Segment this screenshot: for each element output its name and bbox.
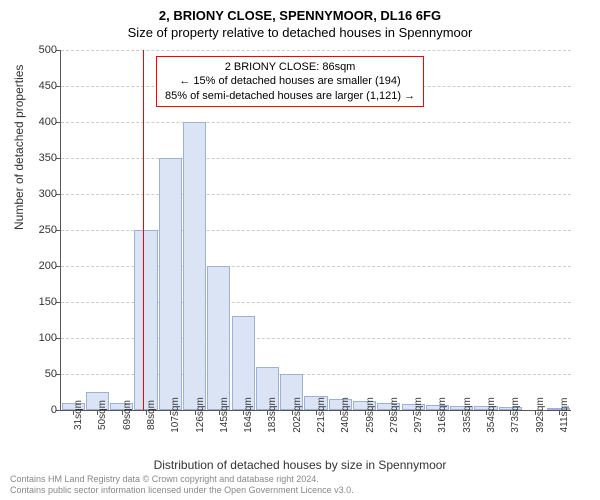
gridline	[61, 194, 571, 195]
xtick-label: 411sqm	[559, 398, 570, 433]
footnote-line-2: Contains public sector information licen…	[10, 485, 354, 496]
address-title: 2, BRIONY CLOSE, SPENNYMOOR, DL16 6FG	[0, 0, 600, 23]
xtick-label: 145sqm	[219, 397, 230, 433]
xtick-label: 316sqm	[437, 397, 448, 433]
ytick-label: 400	[17, 116, 57, 128]
xtick-label: 297sqm	[413, 397, 424, 433]
ytick-label: 100	[17, 332, 57, 344]
xtick-label: 164sqm	[243, 397, 254, 433]
xtick-label: 126sqm	[195, 397, 206, 433]
xtick-label: 107sqm	[170, 397, 181, 433]
xtick-label: 50sqm	[97, 400, 108, 430]
xtick-label: 335sqm	[462, 397, 473, 433]
histogram-bar	[232, 316, 255, 410]
xtick-label: 259sqm	[365, 397, 376, 433]
xtick-label: 31sqm	[73, 400, 84, 430]
annotation-line: ← 15% of detached houses are smaller (19…	[165, 74, 415, 88]
ytick-label: 350	[17, 152, 57, 164]
xtick-label: 373sqm	[510, 397, 521, 433]
ytick-label: 150	[17, 296, 57, 308]
gridline	[61, 122, 571, 123]
xtick-label: 88sqm	[146, 400, 157, 430]
xtick-label: 202sqm	[292, 397, 303, 433]
footnote: Contains HM Land Registry data © Crown c…	[10, 474, 354, 496]
footnote-line-1: Contains HM Land Registry data © Crown c…	[10, 474, 354, 485]
xtick-label: 183sqm	[267, 397, 278, 433]
annotation-line: 2 BRIONY CLOSE: 86sqm	[165, 60, 415, 74]
ytick-label: 50	[17, 368, 57, 380]
annotation-box: 2 BRIONY CLOSE: 86sqm← 15% of detached h…	[156, 56, 424, 107]
ytick-label: 200	[17, 260, 57, 272]
ytick-label: 0	[17, 404, 57, 416]
xtick-label: 354sqm	[486, 397, 497, 433]
x-axis-label: Distribution of detached houses by size …	[0, 458, 600, 472]
annotation-line: 85% of semi-detached houses are larger (…	[165, 89, 415, 103]
xtick-label: 240sqm	[340, 397, 351, 433]
ytick-label: 500	[17, 44, 57, 56]
xtick-label: 69sqm	[122, 400, 133, 430]
ytick-label: 300	[17, 188, 57, 200]
chart-subtitle: Size of property relative to detached ho…	[0, 23, 600, 40]
ytick-label: 250	[17, 224, 57, 236]
histogram-bar	[183, 122, 206, 410]
xtick-label: 278sqm	[389, 397, 400, 433]
histogram-bar	[134, 230, 157, 410]
marker-line	[143, 50, 144, 410]
plot-region: 05010015020025030035040045050031sqm50sqm…	[60, 50, 571, 411]
ytick-label: 450	[17, 80, 57, 92]
xtick-label: 392sqm	[535, 397, 546, 433]
gridline	[61, 50, 571, 51]
xtick-label: 221sqm	[316, 397, 327, 433]
histogram-bar	[159, 158, 182, 410]
gridline	[61, 158, 571, 159]
histogram-bar	[207, 266, 230, 410]
chart-area: 05010015020025030035040045050031sqm50sqm…	[60, 50, 570, 410]
